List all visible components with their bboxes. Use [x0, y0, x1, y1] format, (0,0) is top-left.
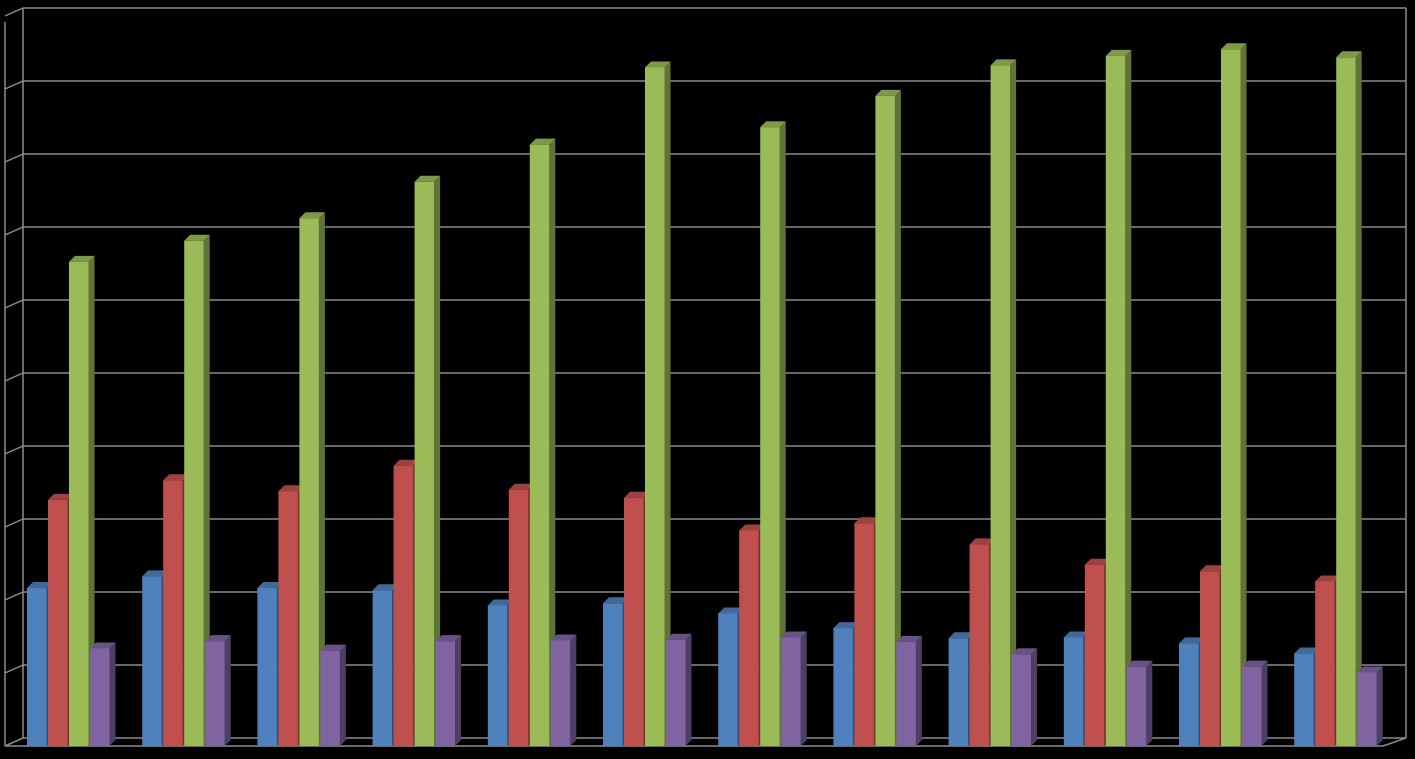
bar — [184, 234, 210, 746]
bar — [990, 59, 1017, 746]
bar — [320, 644, 346, 746]
gridline-side — [4, 591, 24, 601]
bar — [896, 635, 922, 746]
gridline-side — [4, 737, 24, 747]
bar — [1242, 660, 1268, 746]
bar — [90, 642, 116, 746]
bar — [205, 635, 231, 746]
bar — [69, 255, 95, 746]
floor-right-edge — [1382, 737, 1407, 747]
bar — [760, 121, 786, 746]
gridline-side — [4, 153, 24, 163]
gridline-side — [4, 445, 24, 455]
bar — [645, 61, 671, 746]
bar — [1357, 666, 1383, 746]
gridline-side — [4, 518, 24, 528]
gridline-side — [4, 664, 24, 674]
gridline-side — [4, 226, 24, 236]
bar — [1336, 51, 1362, 746]
bar — [666, 633, 692, 746]
gridline-side — [4, 7, 24, 17]
gridlines — [4, 7, 1406, 747]
bar — [414, 175, 441, 747]
gridline-side — [4, 80, 24, 90]
bar — [529, 138, 556, 746]
gridline-side — [4, 299, 24, 309]
bar — [1221, 43, 1247, 746]
bar — [1126, 660, 1153, 746]
gridline-side — [4, 372, 24, 382]
bar — [781, 631, 807, 746]
bar — [435, 635, 462, 746]
bar — [299, 212, 325, 746]
bar — [1105, 49, 1132, 746]
bar — [875, 89, 901, 747]
chart-frame — [4, 8, 1407, 747]
bars — [27, 43, 1383, 747]
bar — [1011, 648, 1038, 746]
bar — [550, 634, 577, 746]
